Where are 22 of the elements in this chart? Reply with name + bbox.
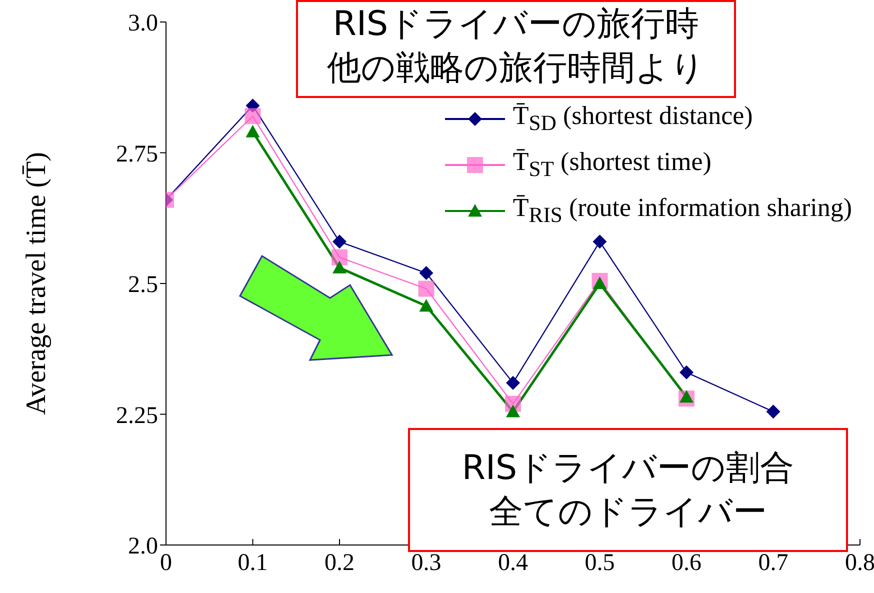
legend-label: T̄$_{RIS}$ (route information sharing) <box>512 193 852 229</box>
y-tick-label: 2.75 <box>116 141 158 168</box>
annotation: 他の戦略の旅行時間より <box>326 47 706 90</box>
x-tick-label: 0.4 <box>498 550 528 576</box>
x-tick-label: 0 <box>160 550 172 576</box>
x-tick-label: 0.3 <box>411 550 442 576</box>
x-tick-label: 0.2 <box>324 550 354 576</box>
annotation: RISドライバーの旅行時 <box>332 3 700 46</box>
y-axis-title: Average travel time (T̄) <box>20 152 52 416</box>
x-tick-label: 0.8 <box>845 550 874 576</box>
legend-label: T̄$_{ST}$ (shortest time) <box>512 147 712 183</box>
y-tick-label: 3.0 <box>128 10 158 37</box>
annotation: 全てのドライバー <box>488 491 768 534</box>
annotation: RISドライバーの割合 <box>460 447 796 490</box>
y-tick-label: 2.0 <box>128 534 158 560</box>
x-tick-label: 0.5 <box>584 550 615 576</box>
y-tick-label: 2.25 <box>116 402 158 429</box>
legend-label: T̄$_{SD}$ (shortest distance) <box>512 101 753 137</box>
y-tick-label: 2.5 <box>128 272 158 298</box>
x-tick-label: 0.1 <box>238 550 268 576</box>
x-tick-label: 0.6 <box>672 550 702 576</box>
x-tick-label: 0.7 <box>758 550 788 576</box>
